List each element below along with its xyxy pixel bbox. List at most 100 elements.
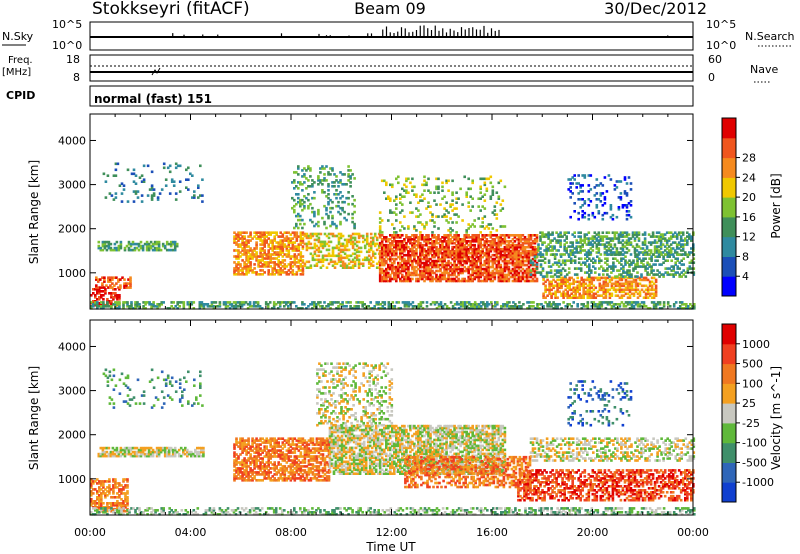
range-gate-cell <box>151 244 155 248</box>
range-gate-cell <box>638 257 641 260</box>
range-gate-cell <box>387 303 391 306</box>
range-gate-cell <box>421 265 424 269</box>
range-gate-cell <box>608 294 612 297</box>
range-gate-cell <box>541 259 545 262</box>
range-gate-cell <box>425 223 428 226</box>
range-gate-cell <box>331 252 335 256</box>
range-gate-cell <box>682 273 685 276</box>
range-gate-cell <box>475 265 478 269</box>
range-gate-cell <box>101 244 105 248</box>
range-gate-cell <box>487 277 491 281</box>
range-gate-cell <box>586 284 590 288</box>
range-gate-cell <box>531 253 535 257</box>
range-gate-cell <box>295 185 298 188</box>
range-gate-cell <box>533 259 537 263</box>
range-gate-cell <box>586 307 590 310</box>
range-gate-cell <box>399 249 402 253</box>
range-gate-cell <box>564 278 567 282</box>
range-gate-cell <box>407 273 410 277</box>
range-gate-cell <box>389 277 392 281</box>
range-gate-cell <box>473 243 476 247</box>
range-gate-cell <box>263 249 266 252</box>
range-gate-cell <box>539 259 543 262</box>
range-gate-cell <box>281 259 285 262</box>
range-gate-cell <box>607 243 611 246</box>
range-gate-cell <box>100 290 103 293</box>
range-gate-cell <box>331 250 335 254</box>
range-gate-cell <box>541 241 544 244</box>
range-gate-cell <box>651 235 655 238</box>
range-gate-cell <box>618 305 622 308</box>
range-gate-cell <box>505 263 509 267</box>
range-gate-cell <box>584 290 588 294</box>
range-gate-cell <box>118 296 121 299</box>
range-gate-cell <box>389 257 392 261</box>
range-gate-cell <box>273 239 276 242</box>
range-gate-cell <box>505 259 509 263</box>
range-gate-cell <box>587 249 591 252</box>
range-gate-cell <box>616 294 620 297</box>
range-gate-cell <box>558 284 561 288</box>
range-gate-cell <box>331 264 335 267</box>
range-gate-cell <box>311 196 314 200</box>
range-gate-cell <box>447 229 450 232</box>
range-gate-cell <box>584 305 588 308</box>
range-gate-cell <box>637 253 641 256</box>
range-gate-cell <box>613 251 617 254</box>
range-gate-cell <box>665 243 669 246</box>
range-gate-cell <box>493 240 497 243</box>
range-gate-cell <box>429 279 432 283</box>
range-gate-cell <box>529 238 533 241</box>
range-gate-cell <box>266 307 270 310</box>
range-gate-cell <box>413 267 416 271</box>
range-gate-cell <box>599 194 603 197</box>
range-gate-cell <box>224 307 228 310</box>
range-gate-cell <box>349 266 353 269</box>
range-gate-cell <box>509 255 513 259</box>
range-gate-cell <box>574 286 577 290</box>
range-gate-cell <box>501 247 505 251</box>
range-gate-cell <box>471 236 474 239</box>
range-gate-cell <box>616 288 620 292</box>
range-gate-cell <box>532 305 535 308</box>
range-gate-cell <box>363 258 367 262</box>
range-gate-cell <box>297 235 301 238</box>
range-gate-cell <box>335 189 338 192</box>
range-gate-cell <box>273 245 276 248</box>
range-gate-cell <box>106 301 109 304</box>
range-gate-cell <box>174 162 178 166</box>
range-gate-cell <box>482 301 485 304</box>
range-gate-cell <box>415 253 418 257</box>
range-gate-cell <box>601 235 605 238</box>
range-gate-cell <box>433 236 436 239</box>
range-gate-cell <box>545 275 549 278</box>
range-gate-cell <box>638 290 642 294</box>
range-gate-cell <box>323 242 327 246</box>
range-gate-cell <box>667 245 671 248</box>
range-gate-cell <box>413 271 416 275</box>
range-gate-cell <box>246 307 250 310</box>
range-gate-cell <box>291 269 295 272</box>
range-gate-cell <box>477 255 480 259</box>
range-gate-cell <box>597 243 601 246</box>
range-gate-cell <box>349 238 353 242</box>
range-gate-cell <box>602 267 605 270</box>
range-gate-cell <box>387 305 391 308</box>
range-gate-cell <box>163 244 167 248</box>
range-gate-cell <box>115 246 119 250</box>
range-gate-cell <box>621 231 625 234</box>
range-gate-cell <box>361 264 365 267</box>
range-gate-cell <box>603 198 607 201</box>
range-gate-cell <box>311 303 314 306</box>
range-gate-cell <box>497 277 501 281</box>
range-gate-cell <box>399 279 402 283</box>
range-gate-cell <box>477 243 480 247</box>
range-gate-cell <box>612 265 615 268</box>
range-gate-cell <box>531 279 535 283</box>
range-gate-cell <box>527 271 531 275</box>
range-gate-cell <box>279 239 282 242</box>
range-gate-cell <box>609 249 613 252</box>
range-gate-cell <box>587 237 591 240</box>
range-gate-cell <box>664 267 667 270</box>
range-gate-cell <box>646 286 650 290</box>
